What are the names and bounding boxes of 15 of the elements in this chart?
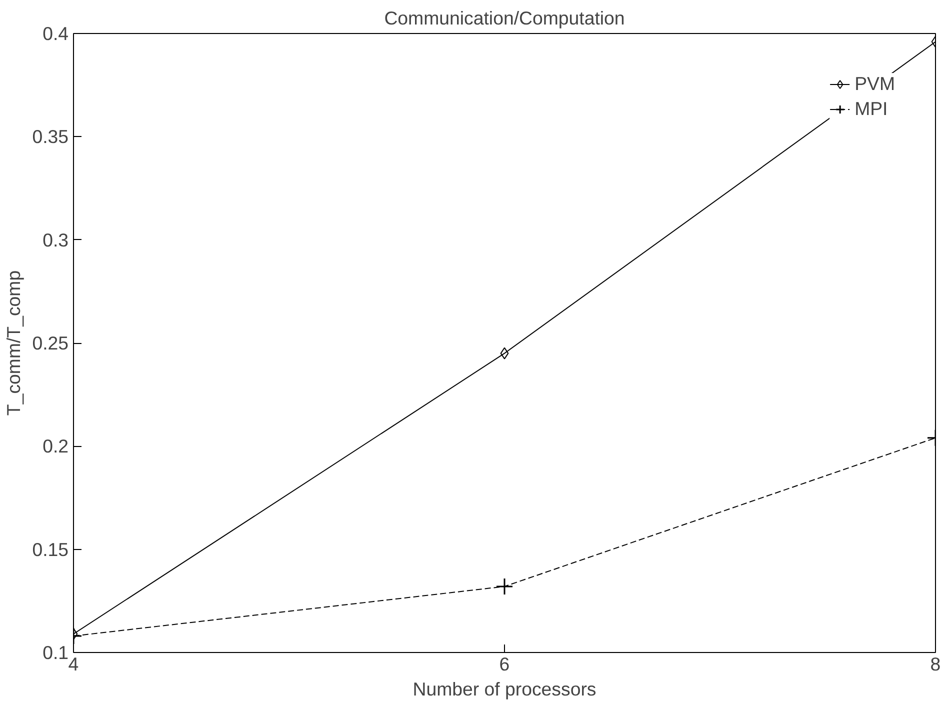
x-tick-label: 8 bbox=[930, 654, 941, 674]
chart-title: Communication/Computation bbox=[384, 8, 625, 28]
x-tick-label: 6 bbox=[499, 654, 510, 674]
y-axis-title: T_comm/T_comp bbox=[3, 270, 24, 416]
legend-label: MPI bbox=[854, 98, 888, 120]
x-tick-label: 4 bbox=[68, 654, 79, 674]
y-tick-label: 0.4 bbox=[42, 23, 69, 44]
x-axis-title: Number of processors bbox=[412, 678, 596, 700]
legend-label: PVM bbox=[854, 73, 895, 95]
y-tick-label: 0.3 bbox=[42, 229, 69, 250]
y-tick-label: 0.35 bbox=[32, 126, 68, 148]
y-tick-label: 0.1 bbox=[42, 642, 69, 663]
y-tick-label: 0.2 bbox=[42, 436, 69, 457]
y-tick-label: 0.15 bbox=[32, 538, 68, 560]
y-tick-label: 0.25 bbox=[32, 332, 68, 354]
